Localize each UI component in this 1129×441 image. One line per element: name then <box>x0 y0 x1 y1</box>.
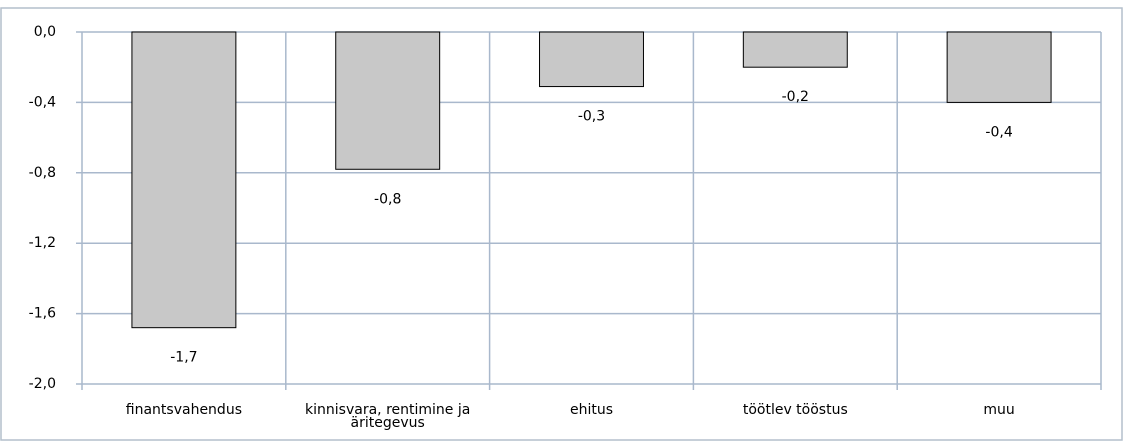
value-label: -1,7 <box>170 350 197 366</box>
bar <box>335 31 441 170</box>
y-tick-label: -2,0 <box>29 376 56 392</box>
bar <box>131 31 237 329</box>
value-label: -0,4 <box>985 124 1012 140</box>
x-tick-label: ehitus <box>569 402 614 418</box>
value-label: -0,2 <box>782 89 809 105</box>
y-tick-label: -1,6 <box>29 306 56 322</box>
x-tick-label: muu <box>983 402 1015 418</box>
y-tick-label: 0,0 <box>34 24 56 40</box>
value-label: -0,3 <box>578 109 605 125</box>
frame <box>0 7 1123 441</box>
bar <box>539 31 644 88</box>
value-label: -0,8 <box>374 191 401 207</box>
x-tick-label: finantsvahendus <box>125 402 242 418</box>
y-tick-label: -0,8 <box>29 165 56 181</box>
y-tick-label: -0,4 <box>29 94 56 110</box>
x-tick-label: töötlev tööstus <box>742 402 848 418</box>
bar <box>946 31 1052 103</box>
bar <box>742 31 848 68</box>
x-tick-label: kinnisvara, rentimine ja äritegevus <box>305 402 471 431</box>
y-tick-label: -1,2 <box>29 235 56 251</box>
